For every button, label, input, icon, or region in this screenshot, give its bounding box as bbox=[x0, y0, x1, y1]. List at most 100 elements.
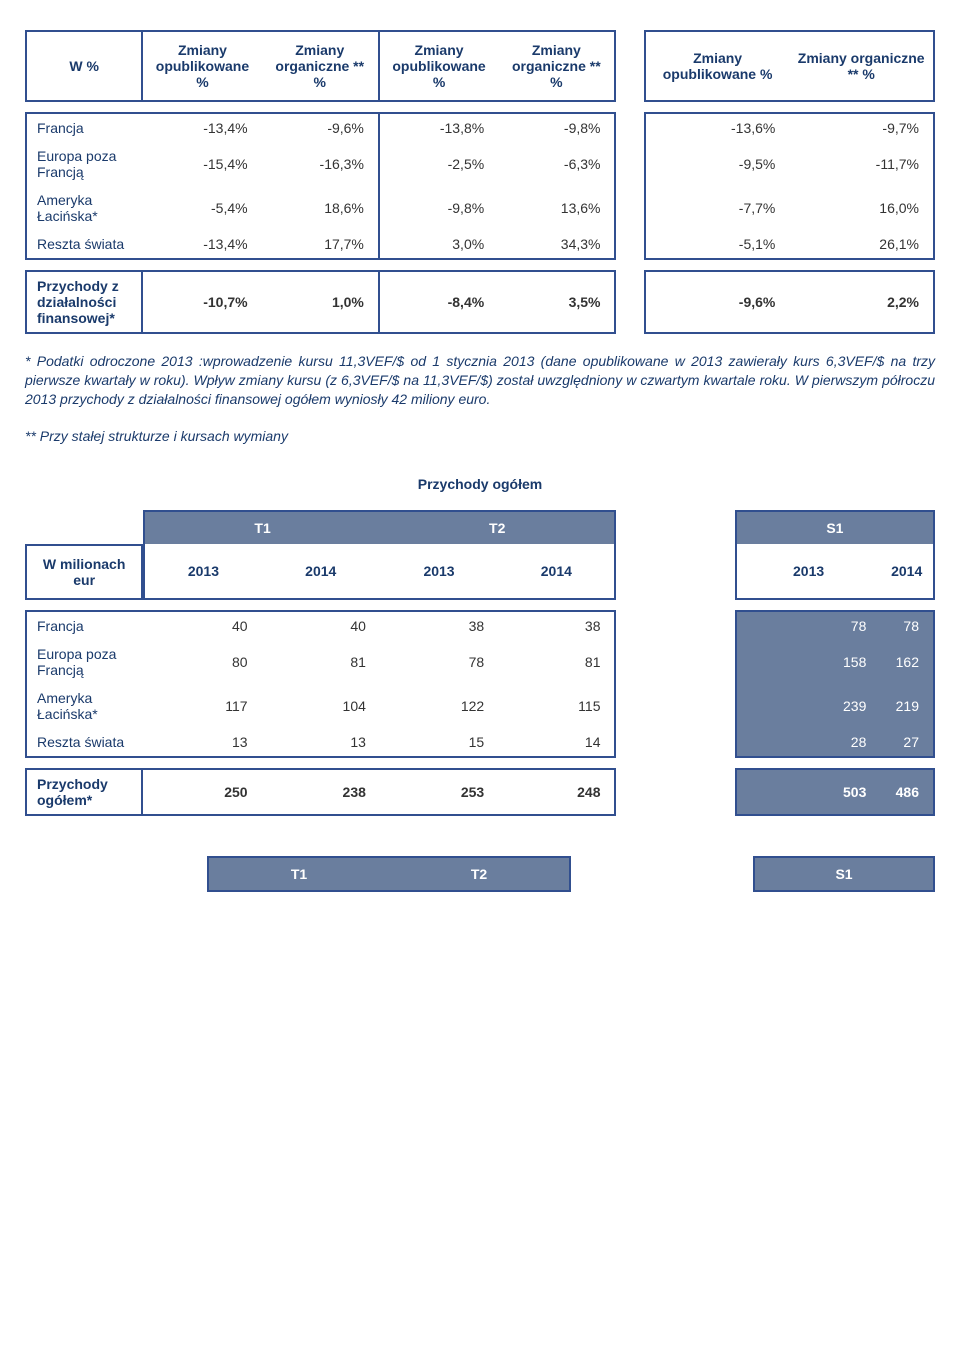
cell: 486 bbox=[880, 768, 935, 816]
cell: -10,7% bbox=[143, 270, 261, 334]
row-label: Francja bbox=[37, 618, 84, 634]
cell: 40 bbox=[262, 610, 380, 640]
cell: -16,3% bbox=[262, 142, 380, 186]
cell: -5,4% bbox=[143, 186, 261, 230]
total-label: Przychody ogółem* bbox=[37, 776, 108, 808]
cell: -8,4% bbox=[380, 270, 498, 334]
cell: -13,6% bbox=[644, 112, 790, 142]
cell: 250 bbox=[143, 768, 261, 816]
cell: 117 bbox=[143, 684, 261, 728]
period-row-partial: T1 T2 S1 bbox=[25, 856, 935, 892]
col-header: 2013 bbox=[423, 563, 454, 579]
cell: -2,5% bbox=[380, 142, 498, 186]
cell: 81 bbox=[262, 640, 380, 684]
cell: 13 bbox=[262, 728, 380, 758]
col-header: 2014 bbox=[305, 563, 336, 579]
table-row: Ameryka Łacińska* 117 104 122 115 239 21… bbox=[25, 684, 935, 728]
percent-changes-table: W % Zmiany opublikowane % Zmiany organic… bbox=[25, 30, 935, 334]
cell: 248 bbox=[498, 768, 616, 816]
cell: -5,1% bbox=[644, 230, 790, 260]
cell: -9,6% bbox=[644, 270, 790, 334]
cell: -11,7% bbox=[789, 142, 935, 186]
col-header: Zmiany opublikowane % bbox=[663, 50, 773, 82]
cell: 34,3% bbox=[498, 230, 616, 260]
table-row: Francja 40 40 38 38 78 78 bbox=[25, 610, 935, 640]
cell: 27 bbox=[880, 728, 935, 758]
cell: -6,3% bbox=[498, 142, 616, 186]
col-header: Zmiany opublikowane % bbox=[156, 42, 249, 90]
row-label: Europa poza Francją bbox=[37, 646, 116, 678]
cell: 13 bbox=[143, 728, 261, 758]
row-label: Europa poza Francją bbox=[37, 148, 116, 180]
total-row: Przychody ogółem* 250 238 253 248 503 48… bbox=[25, 768, 935, 816]
cell: -15,4% bbox=[143, 142, 261, 186]
col-header: Zmiany organiczne ** % bbox=[275, 42, 364, 90]
cell: 40 bbox=[143, 610, 261, 640]
col-header: Zmiany organiczne ** % bbox=[798, 50, 925, 82]
cell: 16,0% bbox=[789, 186, 935, 230]
period-header: S1 bbox=[753, 856, 935, 892]
cell: 238 bbox=[262, 768, 380, 816]
cell: 81 bbox=[498, 640, 616, 684]
section-title: Przychody ogółem bbox=[25, 476, 935, 492]
cell: 78 bbox=[880, 610, 935, 640]
table-row: Ameryka Łacińska* -5,4% 18,6% -9,8% 13,6… bbox=[25, 186, 935, 230]
cell: 15 bbox=[380, 728, 498, 758]
cell: -13,4% bbox=[143, 230, 261, 260]
table-row: Reszta świata 13 13 15 14 28 27 bbox=[25, 728, 935, 758]
col-header: 2014 bbox=[891, 563, 922, 579]
cell: 38 bbox=[498, 610, 616, 640]
cell: 80 bbox=[143, 640, 261, 684]
footnote-2: ** Przy stałej strukturze i kursach wymi… bbox=[25, 427, 935, 446]
cell: 219 bbox=[880, 684, 935, 728]
cell: 78 bbox=[735, 610, 881, 640]
cell: 3,0% bbox=[380, 230, 498, 260]
cell: 38 bbox=[380, 610, 498, 640]
cell: 2,2% bbox=[789, 270, 935, 334]
cell: 13,6% bbox=[498, 186, 616, 230]
cell: -9,7% bbox=[789, 112, 935, 142]
table-row: Francja -13,4% -9,6% -13,8% -9,8% -13,6%… bbox=[25, 112, 935, 142]
col-header: 2013 bbox=[793, 563, 824, 579]
row-label: Ameryka Łacińska* bbox=[37, 192, 98, 224]
table-row: Reszta świata -13,4% 17,7% 3,0% 34,3% -5… bbox=[25, 230, 935, 260]
cell: 3,5% bbox=[498, 270, 616, 334]
cell: -9,5% bbox=[644, 142, 790, 186]
cell: 122 bbox=[380, 684, 498, 728]
row-label: Ameryka Łacińska* bbox=[37, 690, 98, 722]
footnote-1: * Podatki odroczone 2013 :wprowadzenie k… bbox=[25, 352, 935, 409]
cell: 158 bbox=[735, 640, 881, 684]
cell: 503 bbox=[735, 768, 881, 816]
cell: 162 bbox=[880, 640, 935, 684]
period-header: S1 bbox=[735, 510, 935, 544]
col-header: 2013 bbox=[188, 563, 219, 579]
cell: 1,0% bbox=[262, 270, 380, 334]
cell: 78 bbox=[380, 640, 498, 684]
period-header: T1 bbox=[207, 856, 389, 892]
col-header: W milionach eur bbox=[43, 556, 125, 588]
cell: 115 bbox=[498, 684, 616, 728]
cell: -9,6% bbox=[262, 112, 380, 142]
cell: -9,8% bbox=[498, 112, 616, 142]
cell: -13,8% bbox=[380, 112, 498, 142]
cell: 18,6% bbox=[262, 186, 380, 230]
col-header: 2014 bbox=[541, 563, 572, 579]
cell: -9,8% bbox=[380, 186, 498, 230]
period-header: T2 bbox=[389, 856, 571, 892]
table-row: Europa poza Francją -15,4% -16,3% -2,5% … bbox=[25, 142, 935, 186]
cell: 104 bbox=[262, 684, 380, 728]
table-row: Europa poza Francją 80 81 78 81 158 162 bbox=[25, 640, 935, 684]
period-header: T2 bbox=[380, 510, 617, 544]
cell: 17,7% bbox=[262, 230, 380, 260]
total-row: Przychody z działalności finansowej* -10… bbox=[25, 270, 935, 334]
cell: 14 bbox=[498, 728, 616, 758]
col-header: Zmiany organiczne ** % bbox=[512, 42, 601, 90]
cell: -13,4% bbox=[143, 112, 261, 142]
period-header: T1 bbox=[143, 510, 380, 544]
col-header: Zmiany opublikowane % bbox=[392, 42, 485, 90]
cell: 253 bbox=[380, 768, 498, 816]
total-label: Przychody z działalności finansowej* bbox=[37, 278, 119, 326]
row-label: Reszta świata bbox=[37, 734, 124, 750]
cell: 28 bbox=[735, 728, 881, 758]
cell: 26,1% bbox=[789, 230, 935, 260]
